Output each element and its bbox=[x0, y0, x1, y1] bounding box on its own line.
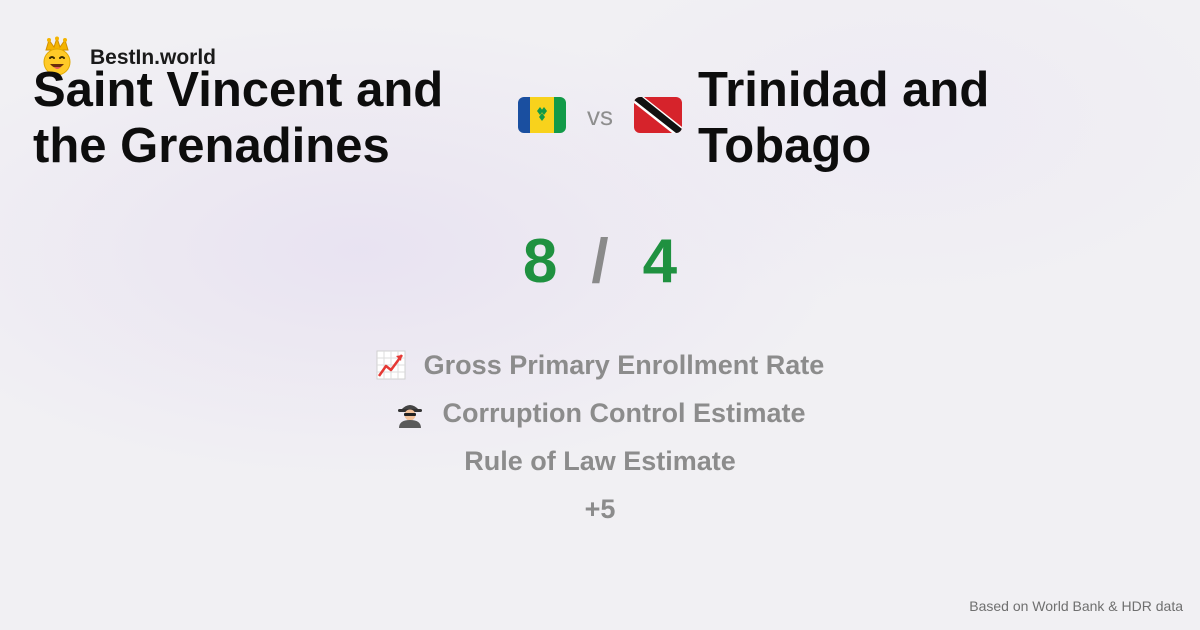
left-score: 8 bbox=[522, 226, 558, 296]
more-metrics-count[interactable]: +5 bbox=[585, 485, 616, 533]
metric-label: Rule of Law Estimate bbox=[464, 445, 736, 476]
chart-increasing-icon bbox=[376, 350, 406, 380]
right-country-name[interactable]: Trinidad and Tobago bbox=[698, 63, 990, 173]
detective-icon bbox=[397, 405, 422, 428]
score-separator: / bbox=[591, 226, 609, 296]
metric-item[interactable]: Rule of Law Estimate bbox=[464, 437, 736, 485]
metric-item[interactable]: Gross Primary Enrollment Rate bbox=[376, 341, 825, 389]
metrics-list: Gross Primary Enrollment Rate Corruption… bbox=[0, 341, 1200, 533]
saint-vincent-flag-icon bbox=[518, 97, 566, 133]
crowned-smiley-icon bbox=[43, 36, 71, 76]
more-label: +5 bbox=[584, 493, 616, 524]
vs-label: vs bbox=[587, 101, 613, 131]
score-display: 8 / 4 bbox=[0, 226, 1200, 296]
left-country-name[interactable]: Saint Vincent and the Grenadines bbox=[33, 63, 444, 173]
trinidad-tobago-flag-icon bbox=[634, 97, 682, 133]
right-score: 4 bbox=[642, 226, 678, 296]
metric-label: Gross Primary Enrollment Rate bbox=[423, 349, 825, 380]
data-source-note: Based on World Bank & HDR data bbox=[969, 598, 1183, 614]
metric-item[interactable]: Corruption Control Estimate bbox=[395, 389, 806, 437]
metric-label: Corruption Control Estimate bbox=[442, 397, 806, 428]
brand-name: BestIn.world bbox=[90, 46, 217, 69]
